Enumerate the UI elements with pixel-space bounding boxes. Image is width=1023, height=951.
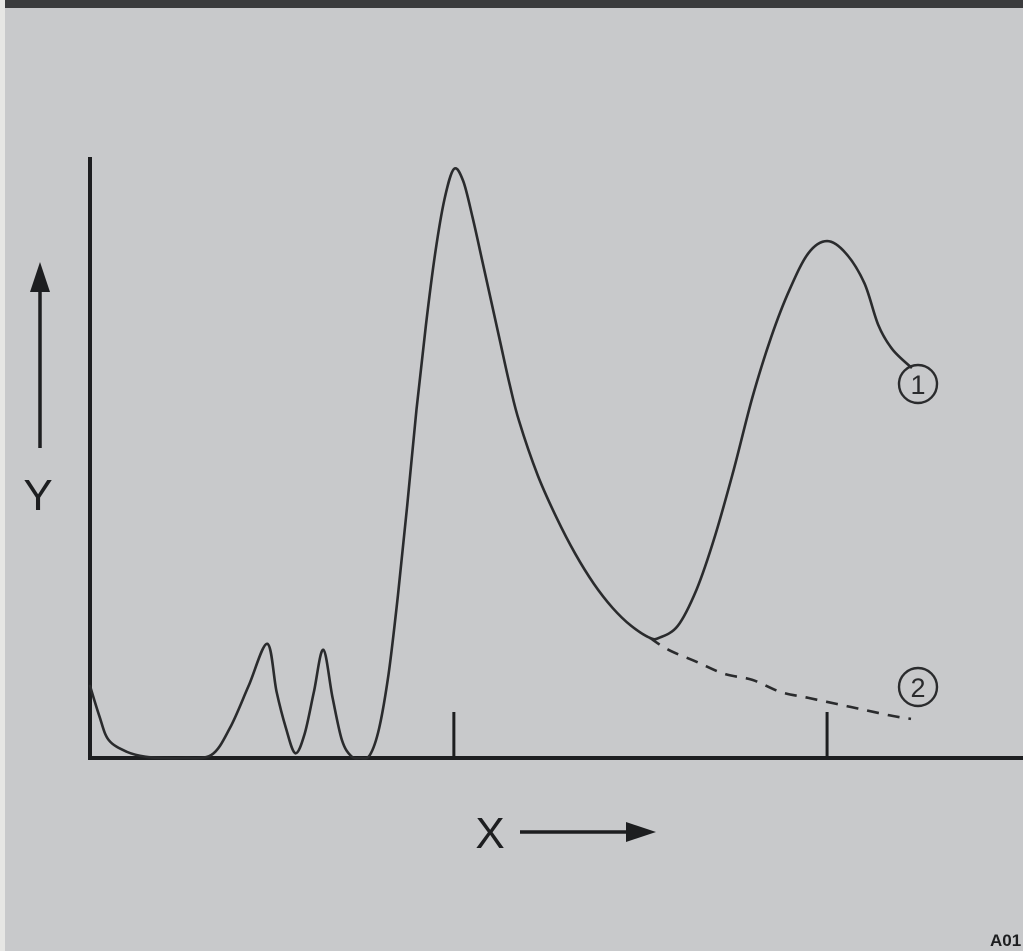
x-axis-label: X — [475, 809, 504, 858]
series-marker-circle-1 — [897, 363, 939, 405]
corner-code: A01 — [990, 931, 1021, 950]
plot-area: 12 — [88, 157, 1023, 760]
series-marker-circle-2 — [897, 666, 939, 708]
series-markers: 12 — [897, 363, 939, 708]
photo-left-edge — [0, 0, 5, 951]
series-marker-1: 1 — [897, 363, 939, 405]
series-marker-label-2: 2 — [910, 673, 925, 703]
x-axis-label-group: X — [475, 809, 656, 858]
photo-top-edge — [0, 0, 1023, 8]
y-axis-label: Y — [23, 471, 52, 520]
series-layer — [88, 167, 913, 760]
series-marker-2: 2 — [897, 666, 939, 708]
series-marker-label-1: 1 — [910, 370, 925, 400]
series-line-2 — [649, 636, 912, 721]
x-ticks — [452, 712, 829, 758]
x-axis-arrow-icon — [626, 822, 656, 842]
series-line-1 — [88, 167, 913, 760]
y-axis-arrow-icon — [30, 262, 50, 292]
y-axis-label-group: Y — [23, 262, 53, 520]
